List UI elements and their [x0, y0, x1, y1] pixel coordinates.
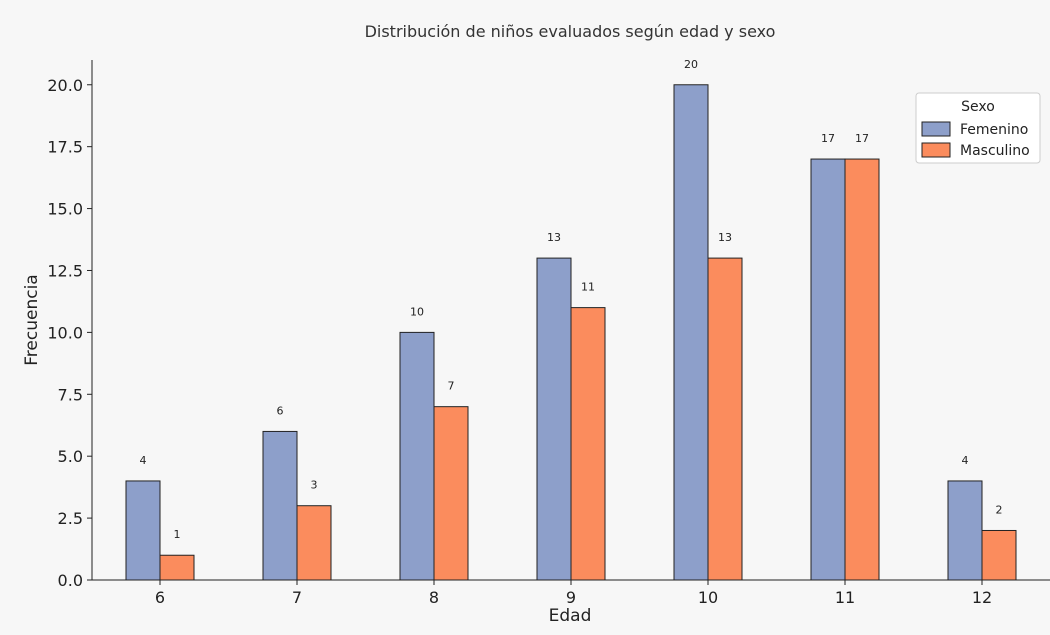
bar-masculino-12 [981, 529, 1017, 581]
data-label-femenino-8: 10 [410, 305, 424, 318]
data-label-femenino-9: 13 [547, 231, 561, 244]
legend-label-femenino: Femenino [960, 122, 1028, 138]
data-label-masculino-10: 13 [718, 231, 732, 244]
data-label-masculino-11: 17 [855, 132, 869, 145]
x-tick-label: 7 [292, 588, 302, 607]
x-tick-label: 11 [835, 588, 855, 607]
data-label-femenino-11: 17 [821, 132, 835, 145]
bar-masculino-11 [844, 158, 880, 581]
data-label-masculino-12: 2 [996, 503, 1003, 516]
bar-masculino-7 [296, 505, 332, 581]
y-tick-label: 7.5 [58, 385, 83, 404]
y-tick-label: 17.5 [47, 138, 83, 157]
bar-femenino-10 [673, 84, 709, 581]
y-tick-label: 15.0 [47, 200, 83, 219]
data-label-femenino-6: 4 [140, 454, 147, 467]
bar-femenino-11 [810, 158, 846, 581]
y-tick-label: 20.0 [47, 76, 83, 95]
legend-label-masculino: Masculino [960, 143, 1030, 159]
y-tick-label: 0.0 [58, 571, 83, 590]
x-axis: 6 7 8 9 10 11 12 [92, 579, 1050, 607]
data-label-masculino-8: 7 [448, 380, 455, 393]
bar-masculino-10 [707, 257, 743, 581]
x-tick-label: 12 [972, 588, 992, 607]
x-tick-label: 8 [429, 588, 439, 607]
bar-femenino-12 [947, 480, 983, 581]
x-tick-label: 9 [566, 588, 576, 607]
y-tick-label: 10.0 [47, 323, 83, 342]
bar-femenino-9 [536, 257, 572, 581]
x-tick-label: 10 [698, 588, 718, 607]
legend-swatch-femenino [921, 121, 951, 137]
bar-masculino-8 [433, 406, 469, 581]
bar-masculino-9 [570, 307, 606, 581]
y-tick-label: 12.5 [47, 261, 83, 280]
data-label-masculino-7: 3 [311, 479, 318, 492]
data-label-femenino-7: 6 [277, 404, 284, 417]
data-label-femenino-10: 20 [684, 58, 698, 71]
bar-femenino-8 [399, 331, 435, 581]
data-label-masculino-9: 11 [581, 281, 595, 294]
data-label-femenino-12: 4 [962, 454, 969, 467]
chart-title: Distribución de niños evaluados según ed… [365, 22, 776, 41]
data-label-masculino-6: 1 [174, 528, 181, 541]
y-axis-label: Frecuencia [22, 274, 42, 365]
x-axis-label: Edad [549, 606, 592, 626]
bars-group: 4 1 6 3 10 7 13 11 20 13 17 17 4 2 [125, 58, 1017, 581]
legend-swatch-masculino [921, 142, 951, 158]
bar-femenino-7 [262, 430, 298, 581]
y-tick-label: 5.0 [58, 447, 83, 466]
y-tick-label: 2.5 [58, 509, 83, 528]
y-axis: 0.0 2.5 5.0 7.5 10.0 12.5 15.0 17.5 20.0 [47, 60, 93, 590]
legend-title: Sexo [961, 99, 995, 115]
bar-masculino-6 [159, 554, 195, 581]
x-tick-label: 6 [155, 588, 165, 607]
legend: Sexo Femenino Masculino [915, 92, 1041, 164]
bar-femenino-6 [125, 480, 161, 581]
